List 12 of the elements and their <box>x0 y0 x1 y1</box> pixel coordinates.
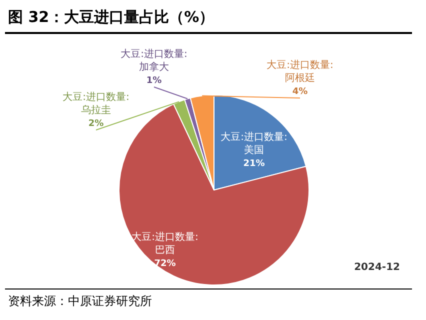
data-label: 2% <box>88 119 104 129</box>
slice-label: 大豆:进口数量:美国 <box>220 131 288 156</box>
text: 2024-12 <box>354 262 400 273</box>
chart-title: 图 32：大豆进口量占比（%） <box>8 8 214 26</box>
slice-label: 大豆:进口数量:阿根廷 <box>266 59 334 84</box>
slice-label: 大豆:进口数量:加拿大 <box>120 48 188 73</box>
text: 资料来源：中原证券研究所 <box>8 294 152 308</box>
data-label: 1% <box>146 76 162 86</box>
data-label: 4% <box>292 87 308 97</box>
data-label: 72% <box>154 259 176 269</box>
data-label: 21% <box>243 159 265 169</box>
slice-label: 大豆:进口数量:乌拉圭 <box>62 91 130 116</box>
